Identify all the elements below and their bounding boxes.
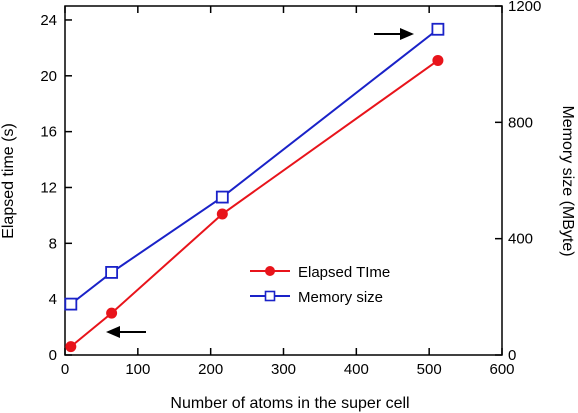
x-tick-label: 400 xyxy=(344,361,369,378)
x-axis-ticks: 0 100 200 300 400 500 600 xyxy=(61,6,515,378)
elapsed-time-point xyxy=(432,54,444,66)
y2-tick-label: 800 xyxy=(508,114,533,131)
memory-size-point xyxy=(64,297,78,311)
y-tick-label: 16 xyxy=(40,124,57,141)
x-tick-label: 100 xyxy=(125,361,150,378)
y2-tick-label: 400 xyxy=(508,231,533,248)
legend-item-elapsed-time: Elapsed TIme xyxy=(250,264,390,281)
legend-label-memory-size: Memory size xyxy=(298,289,383,306)
right-arrow-annotation xyxy=(374,28,414,40)
y-tick-label: 20 xyxy=(40,68,57,85)
legend: Elapsed TIme Memory size xyxy=(250,264,390,306)
elapsed-time-point xyxy=(106,307,118,319)
memory-size-point xyxy=(105,266,119,279)
x-tick-label: 0 xyxy=(61,361,69,378)
series-line-1 xyxy=(70,28,439,305)
right-axis-title: Memory size (MByte) xyxy=(559,105,576,256)
y2-tick-label: 0 xyxy=(508,347,516,364)
elapsed-time-point xyxy=(216,208,228,220)
x-tick-label: 300 xyxy=(271,361,296,378)
y2-tick-label: 1200 xyxy=(508,0,541,15)
left-axis-ticks: 0 4 8 12 16 20 24 xyxy=(40,12,72,364)
x-tick-label: 500 xyxy=(417,361,442,378)
y-tick-label: 12 xyxy=(40,179,57,196)
left-arrow-annotation xyxy=(106,326,146,338)
memory-size-point xyxy=(215,190,229,204)
legend-label-elapsed-time: Elapsed TIme xyxy=(298,264,390,281)
series-layer xyxy=(64,22,445,353)
legend-item-memory-size: Memory size xyxy=(250,289,383,306)
x-axis-title: Number of atoms in the super cell xyxy=(170,395,409,412)
y-tick-label: 0 xyxy=(49,347,57,364)
y-tick-label: 24 xyxy=(40,12,57,29)
y-tick-label: 8 xyxy=(49,235,57,252)
left-axis-title: Elapsed time (s) xyxy=(0,123,17,239)
elapsed-time-point xyxy=(65,341,77,353)
x-tick-label: 600 xyxy=(489,361,514,378)
y-tick-label: 4 xyxy=(49,291,57,308)
right-axis-ticks: 0 400 800 1200 xyxy=(495,0,541,364)
memory-size-point xyxy=(431,22,445,36)
series-line-0 xyxy=(70,59,439,348)
x-tick-label: 200 xyxy=(198,361,223,378)
